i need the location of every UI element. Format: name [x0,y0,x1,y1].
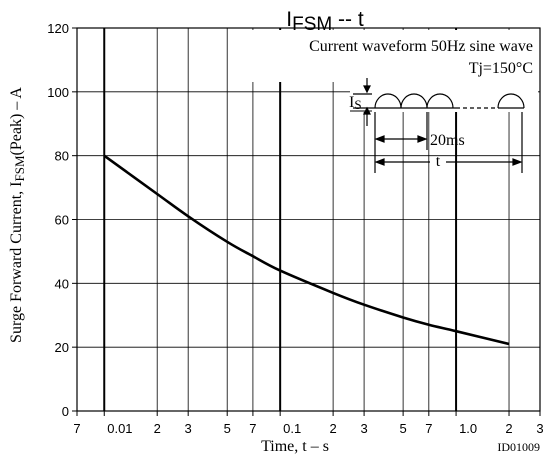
y-axis-label: Surge Forward Current, IFSM(Peak) – A [8,87,27,343]
is-label-main: I [349,94,354,111]
plot-frame [76,27,541,412]
x-tick-label: 3 [360,421,367,436]
sine-half-wave-1 [374,93,402,109]
y-tick-label: 20 [55,340,69,355]
y-axis-label-sub: FSM [12,155,27,181]
annotation-line-2: Tj=150°C [469,60,533,77]
is-label: IS [349,94,362,112]
x-tick-label: 5 [399,421,406,436]
sine-half-wave-2 [400,93,428,109]
x-tick-label: 2 [505,421,512,436]
x-tick-label: 0.1 [283,421,301,436]
x-tick-label: 7 [73,421,80,436]
duration-label: t [436,153,441,170]
x-axis-label: Time, t – s [261,438,329,455]
y-axis-label-main: Surge Forward Current, I [8,182,25,343]
annotation-background [246,30,538,82]
chart-title-rest: -- t [332,8,364,31]
chart-title: IFSM -- t [286,8,364,35]
x-tick-label: 3 [536,421,543,436]
y-axis-label-rest: (Peak) – A [8,87,25,156]
x-tick-labels: 7 0.01 2 3 5 7 0.1 2 3 5 7 1.0 2 3 [73,421,543,436]
x-tick-label: 1.0 [459,421,477,436]
period-label: 20ms [430,132,465,149]
y-tick-label: 80 [55,149,69,164]
sine-half-wave-3 [426,93,454,109]
x-tick-label: 5 [224,421,231,436]
is-arrowhead-top [363,85,371,94]
x-tick-label: 7 [249,421,256,436]
sine-half-wave-last [497,93,525,109]
arrowhead-t-right [512,158,523,166]
x-tick-label: 2 [329,421,336,436]
image-id: ID01009 [497,440,540,454]
annotation-line-1: Current waveform 50Hz sine wave [309,38,533,55]
is-label-sub: S [354,97,361,112]
x-tick-label: 7 [425,421,432,436]
y-tick-labels: 0 20 40 60 80 100 120 [47,21,69,419]
annotation-box: Current waveform 50Hz sine wave Tj=150°C [246,30,538,112]
x-tick-label: 3 [185,421,192,436]
series-line [103,154,510,346]
x-tick-label: 0.01 [107,421,132,436]
y-tick-label: 100 [47,85,69,100]
y-tick-label: 40 [55,276,69,291]
chart-title-main: I [286,8,292,31]
y-tick-label: 0 [62,404,69,419]
arrowhead-20ms-left [374,135,385,143]
arrowhead-20ms-right [417,135,428,143]
arrowhead-t-left [374,158,385,166]
y-tick-label: 120 [47,21,69,36]
y-tick-label: 60 [55,213,69,228]
waveform-diagram [353,78,525,173]
chart-title-sub: FSM [292,14,332,35]
waveform-background [350,82,538,112]
x-tick-label: 2 [154,421,161,436]
